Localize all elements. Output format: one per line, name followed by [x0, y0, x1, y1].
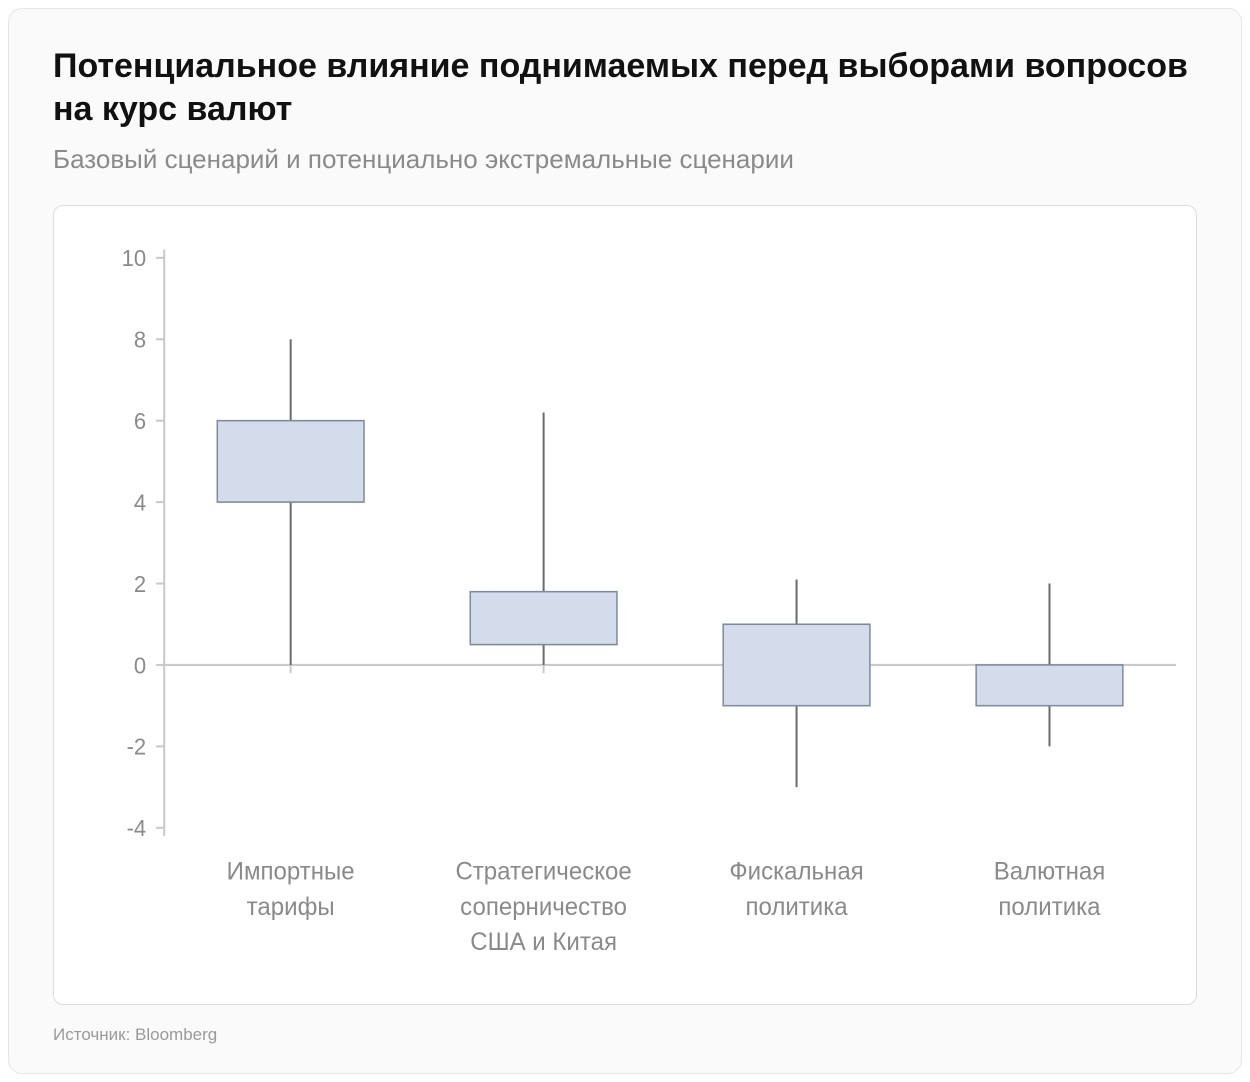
- plot-frame: -4 -2 0 2 4 6 8 10 Импортные тарифы Стратегическое…: [53, 205, 1197, 1005]
- y-tick-label: 10: [122, 246, 147, 271]
- box: [976, 665, 1123, 706]
- category-label: политика: [998, 894, 1101, 921]
- category-label: Валютная: [994, 858, 1106, 885]
- chart-card: Потенциальное влияние поднимаемых перед …: [8, 8, 1242, 1074]
- chart-subtitle: Базовый сценарий и потенциально экстрема…: [53, 144, 1197, 175]
- y-tick-label: 6: [134, 409, 146, 434]
- category-label: США и Китая: [470, 929, 617, 956]
- y-tick-label: 0: [134, 653, 146, 678]
- y-tick-label: 8: [134, 327, 146, 352]
- category-label: Импортные: [227, 858, 355, 885]
- box: [470, 592, 617, 645]
- box: [217, 421, 364, 502]
- chart-title: Потенциальное влияние поднимаемых перед …: [53, 45, 1197, 130]
- category-label: Стратегическое: [455, 858, 631, 885]
- y-tick-label: 2: [134, 571, 146, 596]
- y-tick-label: 4: [134, 490, 146, 515]
- category-label: Фискальная: [729, 858, 863, 885]
- category-label: тарифы: [247, 894, 335, 921]
- category-label: политика: [745, 894, 848, 921]
- category-label: соперничество: [460, 894, 627, 921]
- y-tick-label: -2: [127, 734, 147, 759]
- box: [723, 624, 870, 705]
- source-text: Источник: Bloomberg: [53, 1025, 1197, 1045]
- y-tick-label: -4: [127, 816, 147, 841]
- boxplot-svg: -4 -2 0 2 4 6 8 10 Импортные тарифы Стратегическое…: [54, 206, 1196, 1004]
